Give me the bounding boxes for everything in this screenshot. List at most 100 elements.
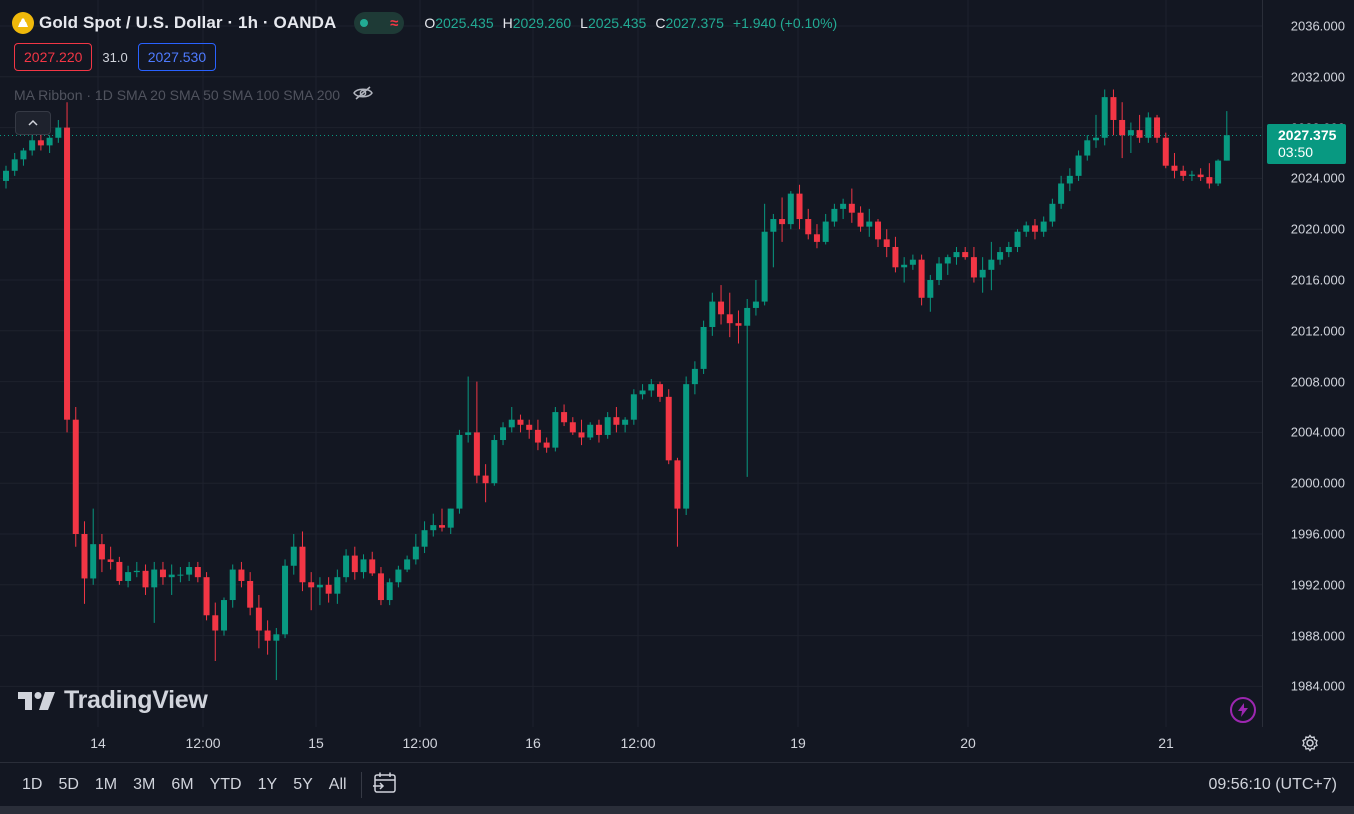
- market-status-pill[interactable]: ≈: [354, 12, 405, 34]
- candle: [72, 407, 79, 547]
- candle-body: [430, 525, 437, 531]
- calendar-goto-icon: [372, 772, 396, 793]
- range-1d-button[interactable]: 1D: [22, 776, 43, 793]
- indicator-legend[interactable]: MA Ribbon · 1D SMA 20 SMA 50 SMA 100 SMA…: [14, 85, 374, 104]
- candle: [752, 280, 759, 316]
- candle: [1110, 89, 1117, 136]
- candle-body: [11, 159, 18, 171]
- symbol-title[interactable]: Gold Spot / U.S. Dollar · 1h · OANDA: [39, 13, 337, 32]
- range-5d-button[interactable]: 5D: [58, 776, 79, 793]
- tradingview-logo[interactable]: TradingView: [18, 686, 208, 715]
- candle: [412, 534, 419, 565]
- candle: [325, 577, 332, 603]
- candle-body: [159, 569, 166, 578]
- goto-date-button[interactable]: [372, 771, 398, 800]
- low-value: 2025.435: [587, 15, 647, 31]
- range-1m-button[interactable]: 1M: [94, 776, 118, 793]
- candle-body: [360, 559, 367, 573]
- candle: [726, 292, 733, 338]
- candle-body: [595, 424, 602, 435]
- candle: [622, 417, 629, 433]
- current-price-tag: 2027.375 03:50: [1267, 124, 1346, 164]
- candle: [543, 437, 550, 453]
- spread-value: 31.0: [102, 49, 128, 65]
- candle-body: [412, 546, 419, 560]
- candle: [20, 147, 27, 166]
- candle-body: [936, 263, 943, 280]
- candle-body: [997, 252, 1004, 260]
- lightning-icon[interactable]: [1230, 697, 1256, 723]
- candle-body: [290, 546, 297, 566]
- candle: [316, 577, 323, 606]
- candle: [229, 564, 236, 608]
- candle: [683, 376, 690, 515]
- candle: [613, 407, 620, 433]
- candle: [1101, 89, 1108, 146]
- buy-button[interactable]: 2027.530: [137, 43, 217, 71]
- sell-button[interactable]: 2027.220: [14, 43, 93, 71]
- low-label: L: [580, 15, 588, 31]
- candle: [534, 419, 541, 451]
- candle-body: [238, 569, 245, 581]
- candle-body: [665, 396, 672, 461]
- candle-body: [29, 140, 36, 151]
- candlestick-plot[interactable]: [0, 0, 1262, 727]
- candle: [500, 422, 507, 446]
- settings-gear-icon[interactable]: [1301, 734, 1319, 757]
- toolbar-divider: [360, 772, 362, 798]
- candle-body: [1188, 174, 1195, 176]
- candle: [604, 412, 611, 439]
- candle-body: [299, 546, 306, 583]
- candle-body: [578, 432, 585, 438]
- candle: [282, 559, 289, 639]
- candle-body: [421, 530, 428, 547]
- time-tick-label: 16: [525, 735, 541, 751]
- candle-body: [552, 412, 559, 448]
- candle-body: [90, 544, 97, 579]
- candle-body: [1145, 117, 1152, 138]
- candle: [90, 508, 97, 585]
- chart-area[interactable]: [0, 0, 1262, 727]
- candle-body: [212, 615, 219, 631]
- candle: [578, 419, 585, 446]
- collapse-legend-button[interactable]: [15, 111, 51, 135]
- candle: [840, 198, 847, 220]
- close-label: C: [655, 15, 666, 31]
- candle-body: [1136, 130, 1143, 138]
- candle: [473, 381, 480, 484]
- candle: [822, 213, 829, 245]
- range-all-button[interactable]: All: [328, 776, 347, 793]
- range-3m-button[interactable]: 3M: [133, 776, 156, 793]
- range-ytd-button[interactable]: YTD: [209, 776, 242, 793]
- time-tick-label: 14: [90, 735, 106, 751]
- candle-body: [761, 231, 768, 302]
- open-value: 2025.435: [435, 15, 494, 31]
- candle-body: [901, 264, 908, 268]
- eye-hidden-icon[interactable]: [352, 85, 374, 104]
- date-range-selector: 1D 5D 1M 3M 6M YTD 1Y 5Y All: [14, 763, 398, 807]
- range-1y-button[interactable]: 1Y: [257, 776, 278, 793]
- indicator-label[interactable]: MA Ribbon · 1D SMA 20 SMA 50 SMA 100 SMA…: [14, 86, 341, 103]
- price-scale[interactable]: 2036.0002032.0002028.0002024.0002020.000…: [1262, 0, 1354, 727]
- candle: [866, 208, 873, 237]
- candle: [299, 531, 306, 592]
- range-6m-button[interactable]: 6M: [171, 776, 194, 793]
- candle-body: [1180, 170, 1187, 176]
- candle: [587, 422, 594, 441]
- candle: [901, 257, 908, 283]
- candle-body: [1223, 135, 1230, 161]
- candle-body: [37, 140, 44, 146]
- range-5y-button[interactable]: 5Y: [293, 776, 313, 793]
- candle-body: [273, 634, 280, 641]
- candle: [665, 389, 672, 465]
- candle-body: [866, 221, 873, 227]
- candle: [334, 569, 341, 604]
- ohlc-values: O2025.435 H2029.260 L2025.435 C2027.375 …: [424, 15, 837, 31]
- price-tick-label: 2004.000: [1290, 424, 1345, 440]
- candle-body: [325, 584, 332, 594]
- candle: [447, 508, 454, 534]
- close-value: 2027.375: [665, 15, 724, 31]
- timezone-clock[interactable]: 09:56:10 (UTC+7): [1208, 776, 1337, 793]
- candle-body: [683, 384, 690, 509]
- candle-body: [186, 567, 193, 575]
